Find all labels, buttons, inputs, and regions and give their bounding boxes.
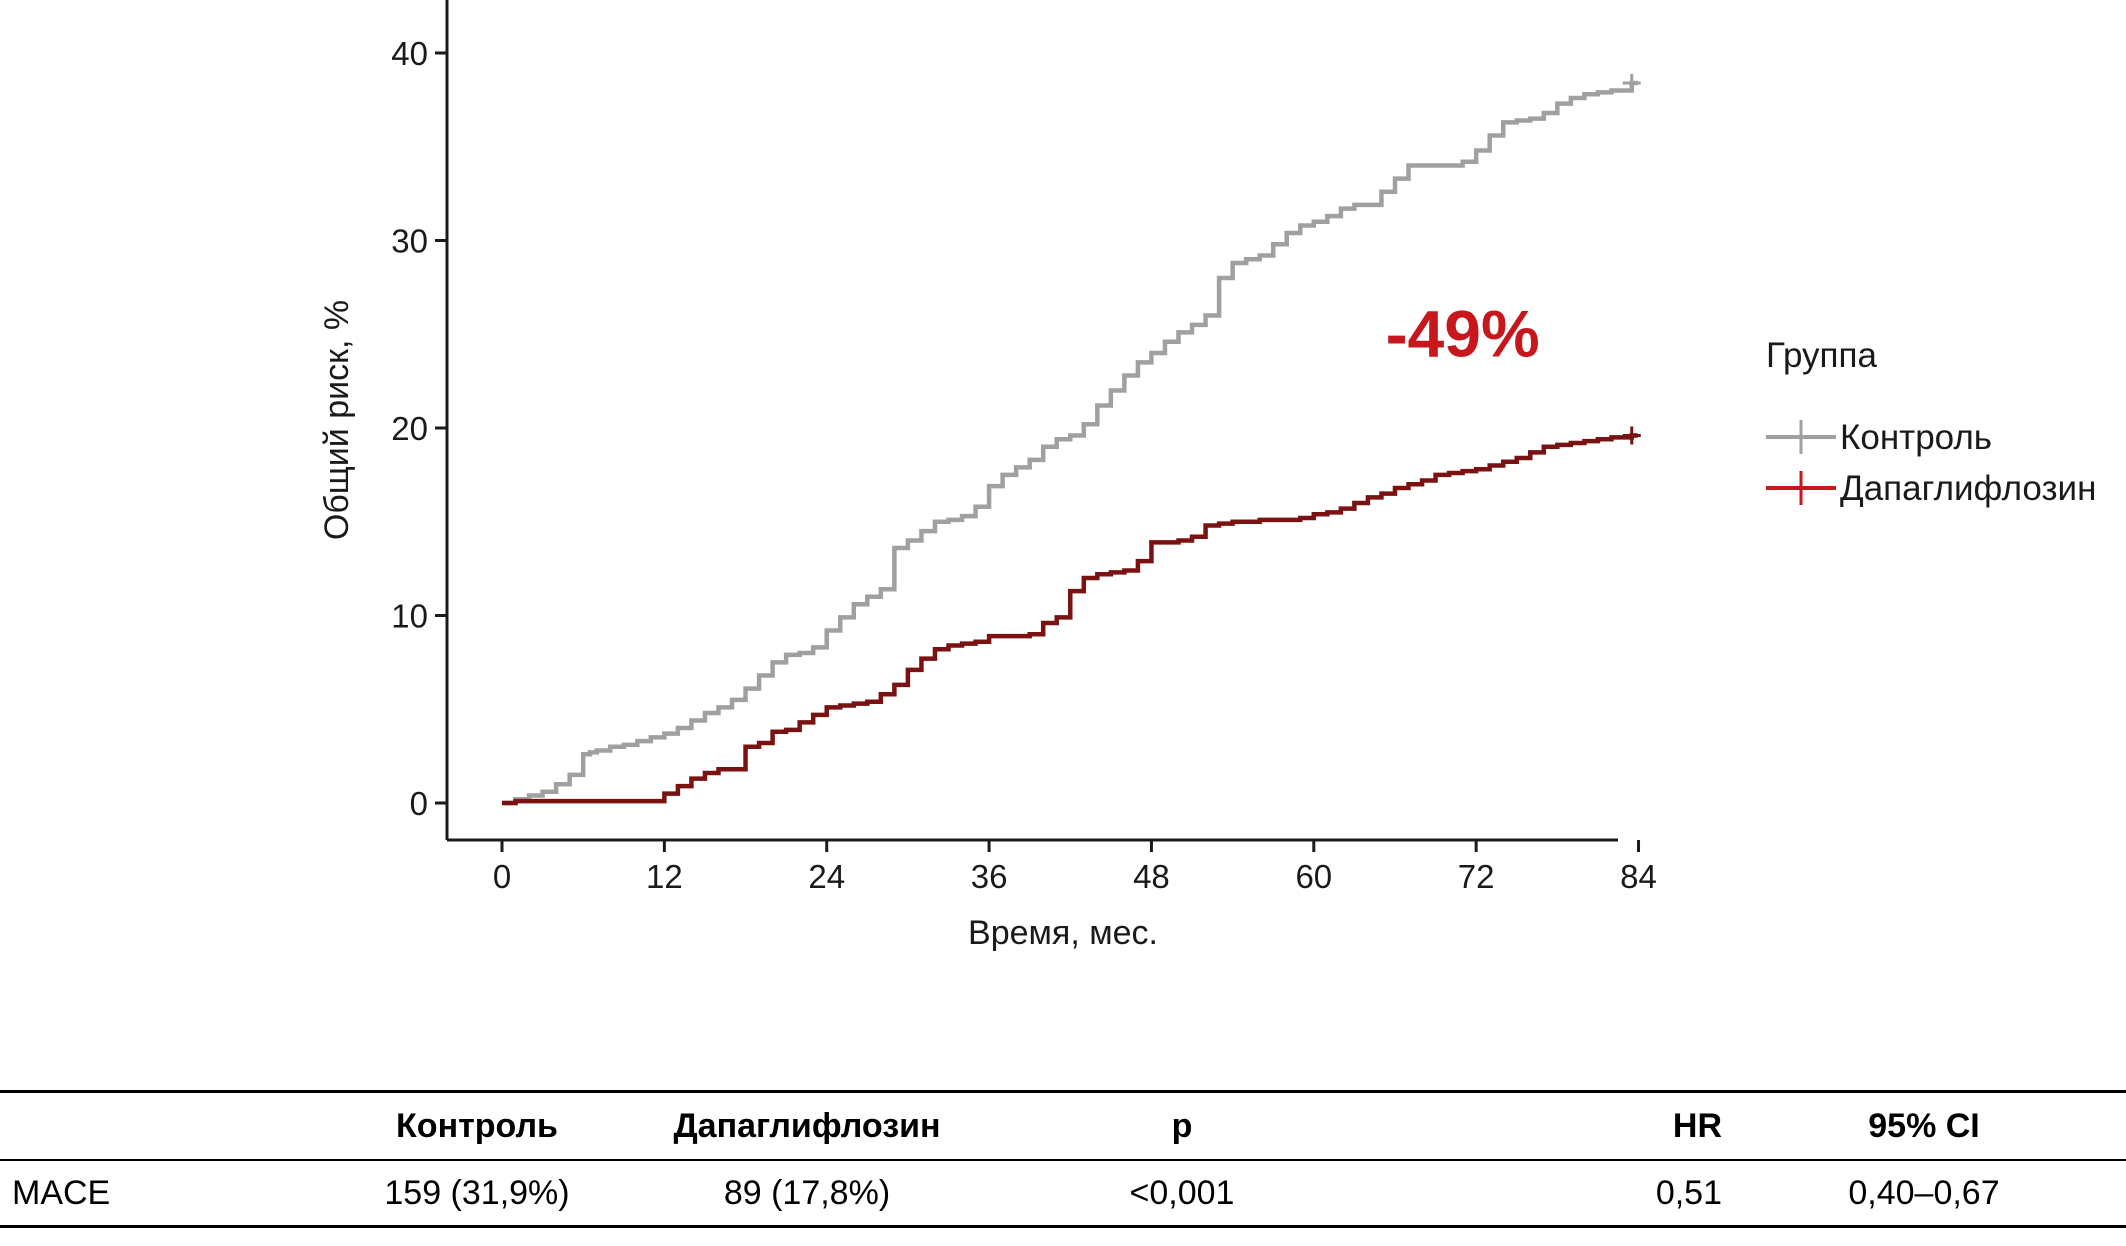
series-line-1	[502, 433, 1638, 806]
legend-title: Группа	[1766, 336, 1877, 375]
x-tick-label: 84	[1620, 858, 1657, 895]
y-axis: 0 10 20 30 40 Общий риск, %	[318, 0, 449, 840]
y-axis-title: Общий риск, %	[318, 300, 356, 540]
x-axis-title: Время, мес.	[968, 914, 1158, 952]
x-tick-label: 12	[646, 858, 683, 895]
y-tick-label: 10	[391, 598, 428, 635]
table-cell: MACE	[0, 1160, 312, 1228]
summary-table: Контроль Дапаглифлозин p HR 95% CI MACE …	[0, 1090, 2126, 1228]
risk-reduction-annotation: -49%	[1386, 296, 1540, 370]
x-tick-label: 48	[1133, 858, 1170, 895]
table-row: MACE 159 (31,9%) 89 (17,8%) <0,001 0,51 …	[0, 1160, 2126, 1228]
table-cell: 0,40–0,67	[1722, 1160, 2126, 1228]
x-ticks: 0 12 24 36 48 60 72 84	[493, 840, 1657, 895]
series-line-0	[502, 80, 1638, 806]
x-tick-label: 72	[1458, 858, 1495, 895]
legend-item-dapagliflozin: Дапаглифлозин	[1766, 469, 2096, 508]
series-layer	[502, 74, 1641, 806]
x-tick-label: 0	[493, 858, 511, 895]
legend-item-control: Контроль	[1766, 418, 1992, 457]
table-header-cell: 95% CI	[1722, 1090, 2126, 1161]
km-chart: 0 12 24 36 48 60 72 84 Время, мес. 0 10 20 30 40 Об…	[318, 0, 2096, 952]
legend: Группа Контроль Дапаглифлозин	[1766, 336, 2096, 508]
x-tick-label: 60	[1295, 858, 1332, 895]
table-header-cell: HR	[1392, 1090, 1722, 1161]
table-cell: 0,51	[1392, 1160, 1722, 1228]
legend-control-label: Контроль	[1840, 418, 1992, 457]
table-cell: 89 (17,8%)	[642, 1160, 972, 1228]
x-axis: 0 12 24 36 48 60 72 84 Время, мес.	[447, 838, 1657, 952]
y-tick-label: 40	[391, 35, 428, 72]
x-tick-label: 24	[808, 858, 845, 895]
table-header-cell: Контроль	[312, 1090, 642, 1161]
table-header-cell: p	[972, 1090, 1392, 1161]
table-header-cell	[0, 1090, 312, 1161]
y-tick-label: 0	[410, 785, 428, 822]
x-tick-label: 36	[971, 858, 1008, 895]
legend-dapagliflozin-label: Дапаглифлозин	[1840, 469, 2096, 508]
table-cell: 159 (31,9%)	[312, 1160, 642, 1228]
table-cell: <0,001	[972, 1160, 1392, 1228]
y-tick-label: 20	[391, 410, 428, 447]
y-tick-label: 30	[391, 223, 428, 260]
y-ticks: 0 10 20 30 40	[391, 35, 447, 822]
table-header-row: Контроль Дапаглифлозин p HR 95% CI	[0, 1090, 2126, 1161]
table-header-cell: Дапаглифлозин	[642, 1090, 972, 1161]
